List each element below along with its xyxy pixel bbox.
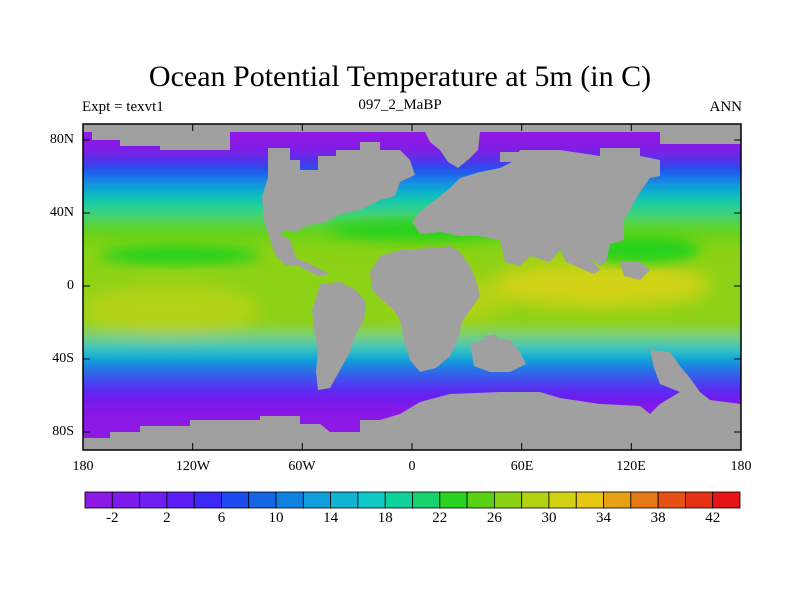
colorbar-box	[302, 491, 332, 509]
colorbar-box	[439, 491, 468, 509]
lon-ticks	[82, 124, 742, 450]
colorbar-box	[466, 491, 495, 509]
lat-label-80s: 80S	[52, 424, 74, 439]
colorbar-label: 42	[705, 510, 721, 526]
colorbar-label: 22	[432, 510, 448, 526]
colorbar-label: 10	[268, 510, 284, 526]
ocean-field	[83, 124, 741, 450]
lat-label-40n: 40N	[49, 205, 74, 220]
colorbar	[84, 491, 741, 509]
colorbar-box	[166, 491, 195, 509]
colorbar-box	[139, 491, 168, 509]
lat-label-eq: 0	[67, 278, 74, 293]
colorbar-box	[330, 491, 359, 509]
colorbar-label: 34	[596, 510, 612, 526]
lon-label-120e: 120E	[616, 459, 646, 474]
colorbar-box	[575, 491, 604, 509]
lon-label-180w: 180	[72, 459, 94, 474]
lat-label-80n: 80N	[49, 132, 74, 147]
land-mask	[83, 124, 741, 450]
lat-ticks	[83, 139, 741, 433]
colorbar-label: 30	[541, 510, 557, 526]
lon-label-180e: 180	[730, 459, 752, 474]
colorbar-box	[548, 491, 577, 509]
colorbar-box	[384, 491, 413, 509]
plot-title: Ocean Potential Temperature at 5m (in C)	[148, 60, 652, 93]
subtitle-experiment: Expt = texvt1	[82, 99, 164, 115]
colorbar-box	[221, 491, 250, 509]
colorbar-box	[275, 491, 304, 509]
colorbar-label: 26	[486, 510, 502, 526]
colorbar-box	[493, 491, 523, 509]
colorbar-label: 38	[650, 510, 666, 526]
colorbar-box	[603, 491, 632, 509]
subtitle-case: 097_2_MaBP	[358, 97, 442, 113]
lon-label-60w: 60W	[288, 459, 316, 474]
colorbar-label: -2	[106, 510, 119, 526]
colorbar-label: 14	[323, 510, 339, 526]
colorbar-box	[357, 491, 386, 509]
lon-label-120w: 120W	[175, 459, 211, 474]
lat-label-40s: 40S	[52, 351, 74, 366]
colorbar-label: 18	[377, 510, 393, 526]
colorbar-label: 2	[163, 510, 171, 526]
lon-label-0: 0	[408, 459, 416, 474]
colorbar-box	[630, 491, 659, 509]
lon-label-60e: 60E	[510, 459, 534, 474]
colorbar-box	[111, 491, 140, 509]
colorbar-box	[657, 491, 686, 509]
colorbar-box	[685, 491, 714, 509]
colorbar-box	[521, 491, 550, 509]
colorbar-box	[248, 491, 277, 509]
subtitle-season: ANN	[709, 99, 743, 115]
colorbar-box	[193, 491, 222, 509]
colorbar-box	[712, 491, 741, 509]
colorbar-label: 6	[217, 510, 226, 526]
colorbar-box	[84, 491, 113, 509]
colorbar-box	[412, 491, 441, 509]
